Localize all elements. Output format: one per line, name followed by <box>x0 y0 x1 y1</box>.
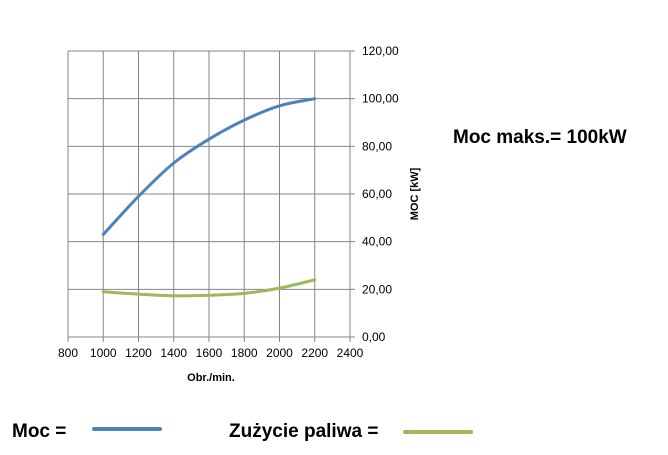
x-tick-label: 1200 <box>125 346 152 360</box>
y-tick-label: 100,00 <box>362 92 399 106</box>
x-tick-label: 2400 <box>337 346 364 360</box>
chart-axes <box>67 50 355 342</box>
y-tick-label: 40,00 <box>362 235 392 249</box>
legend-label-fuel: Zużycie paliwa = <box>229 421 379 442</box>
y-tick-label: 120,00 <box>362 44 399 58</box>
chart-grid <box>67 50 351 338</box>
x-tick-label: 2000 <box>266 346 293 360</box>
y-axis-title: MOC [kW] <box>409 167 421 220</box>
y-tick-label: 0,00 <box>362 330 386 344</box>
x-tick-label: 800 <box>58 346 78 360</box>
legend-swatch-moc <box>92 427 162 431</box>
y-tick-label: 60,00 <box>362 187 392 201</box>
chart-tick-labels: 800 1000 1200 1400 1600 1800 2000 2200 2400 0,00 2… <box>58 44 399 360</box>
legend-swatch-fuel <box>403 430 473 434</box>
x-tick-label: 2200 <box>301 346 328 360</box>
x-tick-label: 1600 <box>196 346 223 360</box>
x-axis-title: Obr./min. <box>187 372 235 384</box>
y-tick-label: 20,00 <box>362 282 392 296</box>
y-tick-label: 80,00 <box>362 139 392 153</box>
x-tick-label: 1800 <box>231 346 258 360</box>
x-tick-label: 1400 <box>160 346 187 360</box>
series-line-moc <box>101 97 317 237</box>
x-tick-label: 1000 <box>90 346 117 360</box>
max-power-annotation: Moc maks.= 100kW <box>453 127 627 148</box>
legend-label-moc: Moc = <box>12 421 67 442</box>
series-line-fuel <box>101 278 317 298</box>
chart-series <box>101 97 317 298</box>
